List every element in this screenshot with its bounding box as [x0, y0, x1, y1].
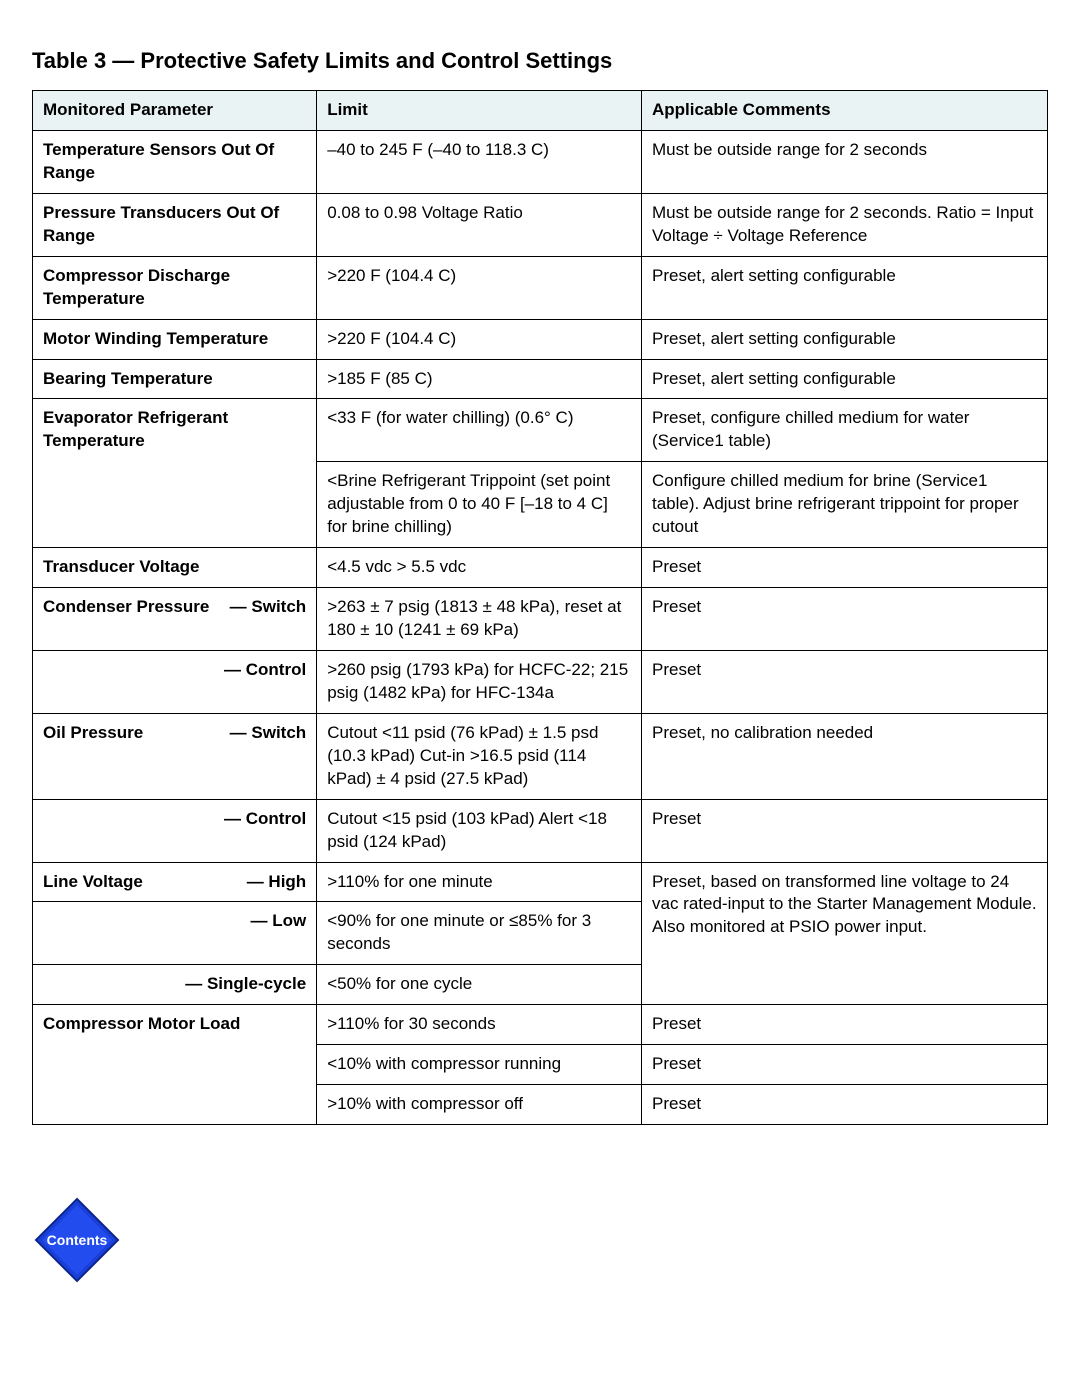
table-row: Oil Pressure — Switch Cutout <11 psid (7… — [33, 713, 1048, 799]
param-left: Condenser Pressure — [43, 596, 209, 619]
col-header-comments: Applicable Comments — [641, 91, 1047, 131]
table-title: Table 3 — Protective Safety Limits and C… — [32, 48, 1048, 74]
comment-cell: Preset, no calibration needed — [641, 713, 1047, 799]
limit-cell: >220 F (104.4 C) — [317, 319, 642, 359]
limit-cell: 0.08 to 0.98 Voltage Ratio — [317, 193, 642, 256]
table-row: Evaporator Refrigerant Temperature <33 F… — [33, 399, 1048, 462]
limit-cell: –40 to 245 F (–40 to 118.3 C) — [317, 130, 642, 193]
param-right: — Control — [224, 808, 306, 831]
comment-cell: Preset, based on transformed line voltag… — [641, 862, 1047, 1005]
comment-cell: Preset — [641, 650, 1047, 713]
comment-cell: Preset, configure chilled medium for wat… — [641, 399, 1047, 462]
param-right: — Low — [250, 910, 306, 933]
param-right: — Switch — [230, 722, 307, 745]
contents-diamond-icon: Contents — [32, 1195, 122, 1285]
param-cell: — Single-cycle — [33, 965, 317, 1005]
comment-cell: Preset — [641, 1085, 1047, 1125]
comment-cell: Preset, alert setting configurable — [641, 319, 1047, 359]
table-row: Temperature Sensors Out Of Range –40 to … — [33, 130, 1048, 193]
param-cell: Condenser Pressure — Switch — [33, 588, 317, 651]
limit-cell: <90% for one minute or ≤85% for 3 second… — [317, 902, 642, 965]
comment-cell: Must be outside range for 2 seconds. Rat… — [641, 193, 1047, 256]
limit-cell: >185 F (85 C) — [317, 359, 642, 399]
limit-cell: >263 ± 7 psig (1813 ± 48 kPa), reset at … — [317, 588, 642, 651]
param-cell: Oil Pressure — Switch — [33, 713, 317, 799]
param-right: — High — [247, 871, 307, 894]
limit-cell: Cutout <15 psid (103 kPad) Alert <18 psi… — [317, 799, 642, 862]
comment-cell: Preset — [641, 1045, 1047, 1085]
limit-cell: <33 F (for water chilling) (0.6° C) — [317, 399, 642, 462]
limit-cell: <4.5 vdc > 5.5 vdc — [317, 548, 642, 588]
comment-cell: Preset, alert setting configurable — [641, 359, 1047, 399]
param-left: Line Voltage — [43, 871, 143, 894]
param-cell: Compressor Motor Load — [33, 1005, 317, 1125]
table-row: Line Voltage — High >110% for one minute… — [33, 862, 1048, 902]
comment-cell: Must be outside range for 2 seconds — [641, 130, 1047, 193]
table-header-row: Monitored Parameter Limit Applicable Com… — [33, 91, 1048, 131]
param-right: — Control — [224, 659, 306, 682]
contents-badge-label: Contents — [47, 1232, 108, 1248]
param-cell: Evaporator Refrigerant Temperature — [33, 399, 317, 548]
limit-cell: >260 psig (1793 kPa) for HCFC-22; 215 ps… — [317, 650, 642, 713]
table-row: Pressure Transducers Out Of Range 0.08 t… — [33, 193, 1048, 256]
param-right: — Switch — [230, 596, 307, 619]
limit-cell: <10% with compressor running — [317, 1045, 642, 1085]
table-row: Motor Winding Temperature >220 F (104.4 … — [33, 319, 1048, 359]
comment-cell: Preset — [641, 799, 1047, 862]
comment-cell: Preset, alert setting configurable — [641, 256, 1047, 319]
param-cell: Bearing Temperature — [33, 359, 317, 399]
comment-cell: Preset — [641, 548, 1047, 588]
param-cell: Pressure Transducers Out Of Range — [33, 193, 317, 256]
param-cell: Compressor Discharge Temperature — [33, 256, 317, 319]
table-row: Compressor Discharge Temperature >220 F … — [33, 256, 1048, 319]
comment-cell: Preset — [641, 588, 1047, 651]
limit-cell: >110% for 30 seconds — [317, 1005, 642, 1045]
param-right: — Single-cycle — [185, 973, 306, 996]
limit-cell: >110% for one minute — [317, 862, 642, 902]
param-left: Oil Pressure — [43, 722, 143, 745]
limit-cell: >10% with compressor off — [317, 1085, 642, 1125]
param-cell: Line Voltage — High — [33, 862, 317, 902]
limit-cell: <50% for one cycle — [317, 965, 642, 1005]
param-cell: — Control — [33, 799, 317, 862]
param-cell: Motor Winding Temperature — [33, 319, 317, 359]
limit-cell: <Brine Refrigerant Trippoint (set point … — [317, 462, 642, 548]
table-row: Compressor Motor Load >110% for 30 secon… — [33, 1005, 1048, 1045]
param-cell: Temperature Sensors Out Of Range — [33, 130, 317, 193]
comment-cell: Configure chilled medium for brine (Serv… — [641, 462, 1047, 548]
table-row: Bearing Temperature >185 F (85 C) Preset… — [33, 359, 1048, 399]
table-row: — Control >260 psig (1793 kPa) for HCFC-… — [33, 650, 1048, 713]
safety-limits-table: Monitored Parameter Limit Applicable Com… — [32, 90, 1048, 1125]
param-cell: — Control — [33, 650, 317, 713]
param-cell: — Low — [33, 902, 317, 965]
col-header-parameter: Monitored Parameter — [33, 91, 317, 131]
contents-badge[interactable]: Contents — [32, 1195, 122, 1285]
limit-cell: Cutout <11 psid (76 kPad) ± 1.5 psd (10.… — [317, 713, 642, 799]
col-header-limit: Limit — [317, 91, 642, 131]
table-row: Condenser Pressure — Switch >263 ± 7 psi… — [33, 588, 1048, 651]
param-cell: Transducer Voltage — [33, 548, 317, 588]
table-row: Transducer Voltage <4.5 vdc > 5.5 vdc Pr… — [33, 548, 1048, 588]
table-row: — Control Cutout <15 psid (103 kPad) Ale… — [33, 799, 1048, 862]
comment-cell: Preset — [641, 1005, 1047, 1045]
limit-cell: >220 F (104.4 C) — [317, 256, 642, 319]
